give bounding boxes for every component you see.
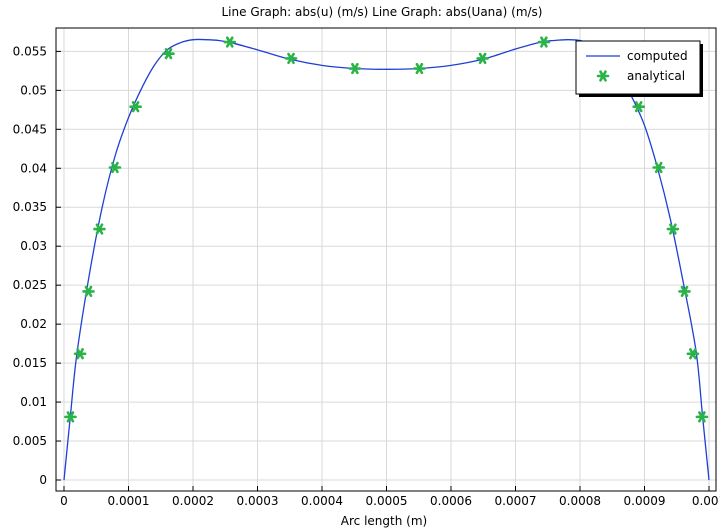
- data-point-analytical: [632, 101, 645, 113]
- data-point-analytical: [64, 411, 77, 423]
- data-point-analytical: [537, 36, 551, 48]
- x-tick-label: 0.001: [692, 494, 720, 508]
- data-point-analytical: [678, 285, 691, 298]
- y-tick-label: 0.04: [20, 161, 47, 175]
- x-tick-label: 0: [60, 494, 68, 508]
- data-point-analytical: [162, 48, 175, 60]
- legend-box: [575, 40, 701, 95]
- y-axis: 0 0.005 0.01 0.015 0.02 0.025 0.03 0.035 0.04 0.0…: [13, 44, 61, 487]
- x-tick-label: 0.0008: [559, 494, 601, 508]
- y-tick-label: 0.015: [13, 356, 47, 370]
- x-tick-label: 0.0009: [624, 494, 666, 508]
- data-point-analytical: [129, 101, 142, 113]
- data-point-analytical: [413, 62, 426, 75]
- y-tick-label: 0.035: [13, 200, 47, 214]
- y-tick-label: 0.05: [20, 83, 47, 97]
- series-line-computed: [63, 38, 710, 481]
- y-tick-label: 0.025: [13, 278, 47, 292]
- x-tick-label: 0.0002: [172, 494, 214, 508]
- data-point-analytical: [108, 161, 122, 174]
- chart-title: Line Graph: abs(u) (m/s) Line Graph: abs…: [222, 5, 543, 19]
- data-point-analytical: [284, 52, 298, 65]
- data-point-analytical: [476, 52, 489, 65]
- data-point-analytical: [652, 161, 665, 174]
- y-tick-label: 0: [39, 473, 47, 487]
- legend-item-computed: computed: [627, 49, 688, 63]
- x-tick-label: 0.0005: [366, 494, 408, 508]
- x-tick-label: 0.0007: [495, 494, 537, 508]
- data-point-analytical: [666, 223, 680, 235]
- x-tick-label: 0.0003: [237, 494, 279, 508]
- y-tick-label: 0.03: [20, 239, 47, 253]
- legend-star-marker: [596, 70, 610, 82]
- grid: [56, 28, 716, 491]
- legend-marker-swatch: [596, 70, 610, 82]
- x-tick-label: 0.0001: [108, 494, 150, 508]
- data-point-analytical: [82, 285, 95, 298]
- y-tick-label: 0.02: [20, 317, 47, 331]
- legend: computed analytical: [575, 40, 703, 97]
- series-layer: [63, 36, 710, 481]
- y-tick-label: 0.045: [13, 122, 47, 136]
- x-tick-label: 0.0004: [301, 494, 343, 508]
- y-tick-label: 0.055: [13, 44, 47, 58]
- data-point-analytical: [93, 223, 106, 235]
- y-tick-label: 0.01: [20, 395, 47, 409]
- x-axis-label: Arc length (m): [341, 514, 427, 528]
- data-point-analytical: [223, 36, 237, 48]
- data-point-analytical: [73, 348, 87, 360]
- data-point-analytical: [686, 348, 700, 360]
- data-point-analytical: [348, 62, 362, 75]
- legend-item-analytical: analytical: [627, 69, 685, 83]
- x-axis: 0 0.0001 0.0002 0.0003 0.0004 0.0005 0.0006 0.0…: [60, 486, 720, 508]
- x-tick-label: 0.0006: [430, 494, 472, 508]
- data-point-analytical: [695, 411, 709, 423]
- y-tick-label: 0.005: [13, 434, 47, 448]
